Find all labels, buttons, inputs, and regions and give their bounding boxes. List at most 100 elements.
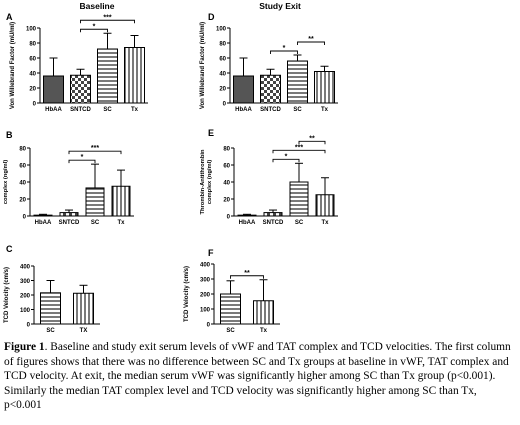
bar-a-3	[124, 47, 145, 104]
y-tick-label-b: 80	[19, 146, 26, 152]
significance-bracket-a	[80, 19, 135, 24]
bar-a-0	[43, 75, 64, 104]
significance-label-e: *	[285, 153, 288, 160]
panel-letter-e: E	[208, 128, 214, 138]
panel-letter-d: D	[208, 12, 215, 22]
y-tick-label-d: 20	[219, 86, 226, 92]
panel-letter-c: C	[6, 244, 13, 254]
category-label-d-2: SC	[293, 107, 302, 113]
y-tick-label-d: 60	[219, 56, 226, 62]
bar-b-1	[59, 212, 79, 217]
y-axis-label-a: Von Willebrand Factor (mU/ml)	[10, 22, 16, 109]
category-label-f-1: Tx	[260, 328, 268, 334]
significance-label-d: **	[308, 36, 314, 43]
y-tick-label-f: 400	[200, 262, 211, 268]
category-label-b-3: Tx	[117, 220, 125, 226]
y-tick-label-b: 60	[19, 163, 26, 169]
significance-label-b: *	[81, 154, 84, 161]
significance-label-f: **	[244, 270, 250, 277]
category-label-e-3: Tx	[321, 220, 329, 226]
bar-c-0	[40, 292, 61, 325]
y-axis-label-d: Von Willebrand Factor (mU/ml)	[200, 22, 206, 109]
y-tick-label-a: 20	[29, 86, 36, 92]
bar-d-0	[233, 75, 254, 104]
bar-b-0	[33, 214, 53, 217]
caption-text: . Baseline and study exit serum levels o…	[4, 341, 511, 412]
y-tick-label-f: 0	[207, 322, 211, 328]
bar-d-1	[260, 74, 281, 104]
y-tick-label-e: 40	[223, 180, 230, 186]
bar-a-1	[70, 74, 91, 104]
category-label-b-2: SC	[91, 220, 100, 226]
y-tick-label-b: 40	[19, 180, 26, 186]
bar-e-0	[237, 214, 257, 217]
category-label-d-3: Tx	[321, 107, 329, 113]
y-tick-label-c: 400	[20, 264, 31, 270]
panel-letter-f: F	[208, 248, 214, 258]
significance-bracket-b	[68, 150, 122, 155]
category-label-c-0: SC	[46, 328, 55, 334]
category-label-f-0: SC	[226, 328, 235, 334]
y-tick-label-b: 20	[19, 197, 26, 203]
bar-d-2	[287, 60, 308, 104]
significance-label-a: ***	[103, 14, 111, 21]
bar-b-2	[85, 187, 105, 217]
y-axis-label-f: TCD Velocity (cm/s)	[184, 266, 190, 322]
y-tick-label-f: 200	[200, 292, 211, 298]
y-tick-label-f: 300	[200, 277, 211, 283]
category-label-e-2: SC	[295, 220, 304, 226]
y-axis-label-c: TCD Velocity (cm/s)	[4, 267, 10, 323]
y-tick-label-c: 100	[20, 308, 31, 314]
bar-e-2	[289, 181, 309, 217]
y-tick-label-c: 200	[20, 293, 31, 299]
y-axis-label-line2-e: complex (ng/ml)	[207, 160, 213, 205]
bar-a-2	[97, 48, 118, 104]
significance-bracket-b	[68, 159, 96, 164]
y-tick-label-d: 80	[219, 41, 226, 47]
y-tick-label-e: 80	[223, 146, 230, 152]
y-tick-label-d: 0	[223, 101, 227, 107]
y-tick-label-d: 40	[219, 71, 226, 77]
panel-title-a: Baseline	[80, 1, 115, 11]
bar-c-1	[73, 292, 94, 325]
category-label-a-1: SNTCD	[70, 107, 91, 113]
y-axis-label-b: Thrombin-Antithrombin	[0, 149, 2, 214]
significance-label-d: *	[283, 45, 286, 52]
significance-label-b: ***	[91, 145, 99, 152]
category-label-b-1: SNTCD	[59, 220, 80, 226]
significance-bracket-e	[298, 140, 326, 145]
significance-label-e: ***	[295, 144, 303, 151]
y-tick-label-b: 0	[23, 214, 27, 220]
bar-f-0	[220, 293, 241, 325]
figure-panels: A Baseline 0 20 40 60 80 100 Von Willebrand Fact…	[0, 1, 338, 334]
panel-letter-a: A	[6, 12, 13, 22]
y-tick-label-a: 60	[29, 56, 36, 62]
category-label-a-3: Tx	[131, 107, 139, 113]
y-tick-label-a: 100	[26, 26, 37, 32]
significance-bracket-f	[230, 275, 264, 279]
y-tick-label-a: 40	[29, 71, 36, 77]
category-label-b-0: HbAA	[35, 220, 52, 226]
significance-bracket-e	[272, 158, 300, 163]
bar-e-3	[315, 194, 335, 217]
significance-bracket-d	[297, 41, 325, 45]
significance-label-a: *	[93, 23, 96, 30]
y-tick-label-f: 100	[200, 307, 211, 313]
bar-d-3	[314, 71, 335, 104]
panel-letter-b: B	[6, 130, 13, 140]
y-tick-label-d: 100	[216, 26, 227, 32]
category-label-e-0: HbAA	[239, 220, 256, 226]
y-tick-label-c: 300	[20, 279, 31, 285]
significance-bracket-a	[80, 28, 108, 33]
category-label-a-0: HbAA	[45, 107, 62, 113]
panel-title-d: Study Exit	[259, 1, 301, 11]
significance-label-e: **	[309, 135, 315, 142]
bar-b-3	[111, 185, 131, 217]
y-tick-label-e: 20	[223, 197, 230, 203]
y-tick-label-e: 60	[223, 163, 230, 169]
figure-caption: Figure 1. Baseline and study exit serum …	[4, 340, 516, 413]
category-label-d-1: SNTCD	[260, 107, 281, 113]
caption-label: Figure 1	[4, 341, 45, 353]
y-tick-label-c: 0	[27, 322, 31, 328]
y-axis-label-e: Thrombin-Antithrombin	[200, 149, 206, 214]
